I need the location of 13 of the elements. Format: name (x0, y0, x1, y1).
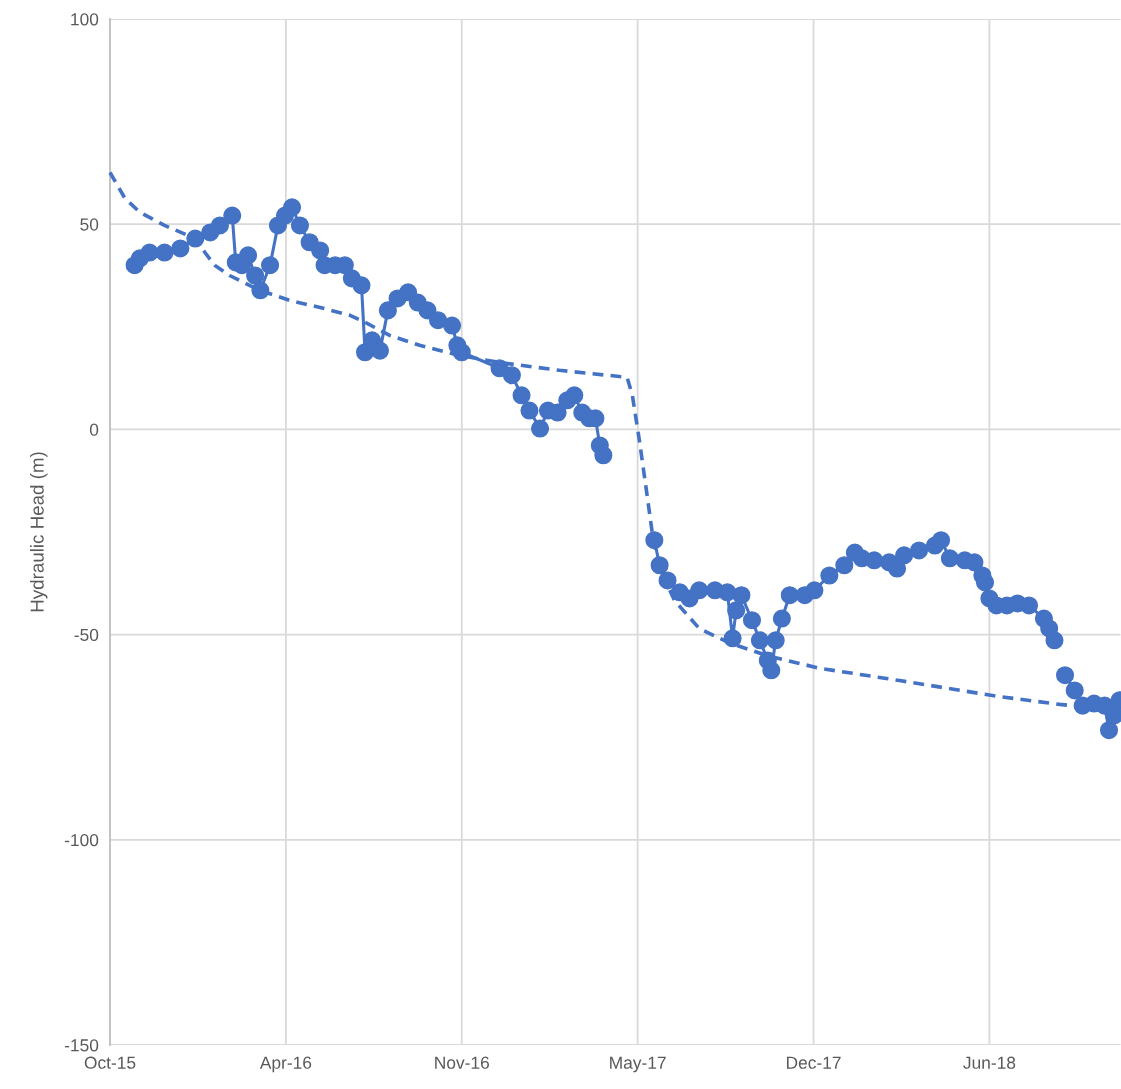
y-tick-label: 100 (71, 13, 99, 26)
y-tick-label: 0 (89, 423, 99, 436)
x-tick-label: Nov-16 (435, 1056, 489, 1069)
y-tick-label: -150 (64, 1039, 99, 1052)
x-tick-label: May-17 (610, 1056, 666, 1073)
x-tick-label: Jun-18 (963, 1056, 1016, 1069)
x-tick-label: Oct-15 (84, 1056, 136, 1069)
y-tick-label: -100 (64, 833, 99, 847)
y-tick-label: -50 (74, 628, 99, 642)
y-axis-title: Hydraulic Head (m) (30, 452, 48, 612)
y-tick-label: 50 (80, 218, 99, 231)
x-tick-label: Dec-17 (786, 1056, 841, 1069)
x-tick-label: Apr-16 (259, 1056, 312, 1073)
